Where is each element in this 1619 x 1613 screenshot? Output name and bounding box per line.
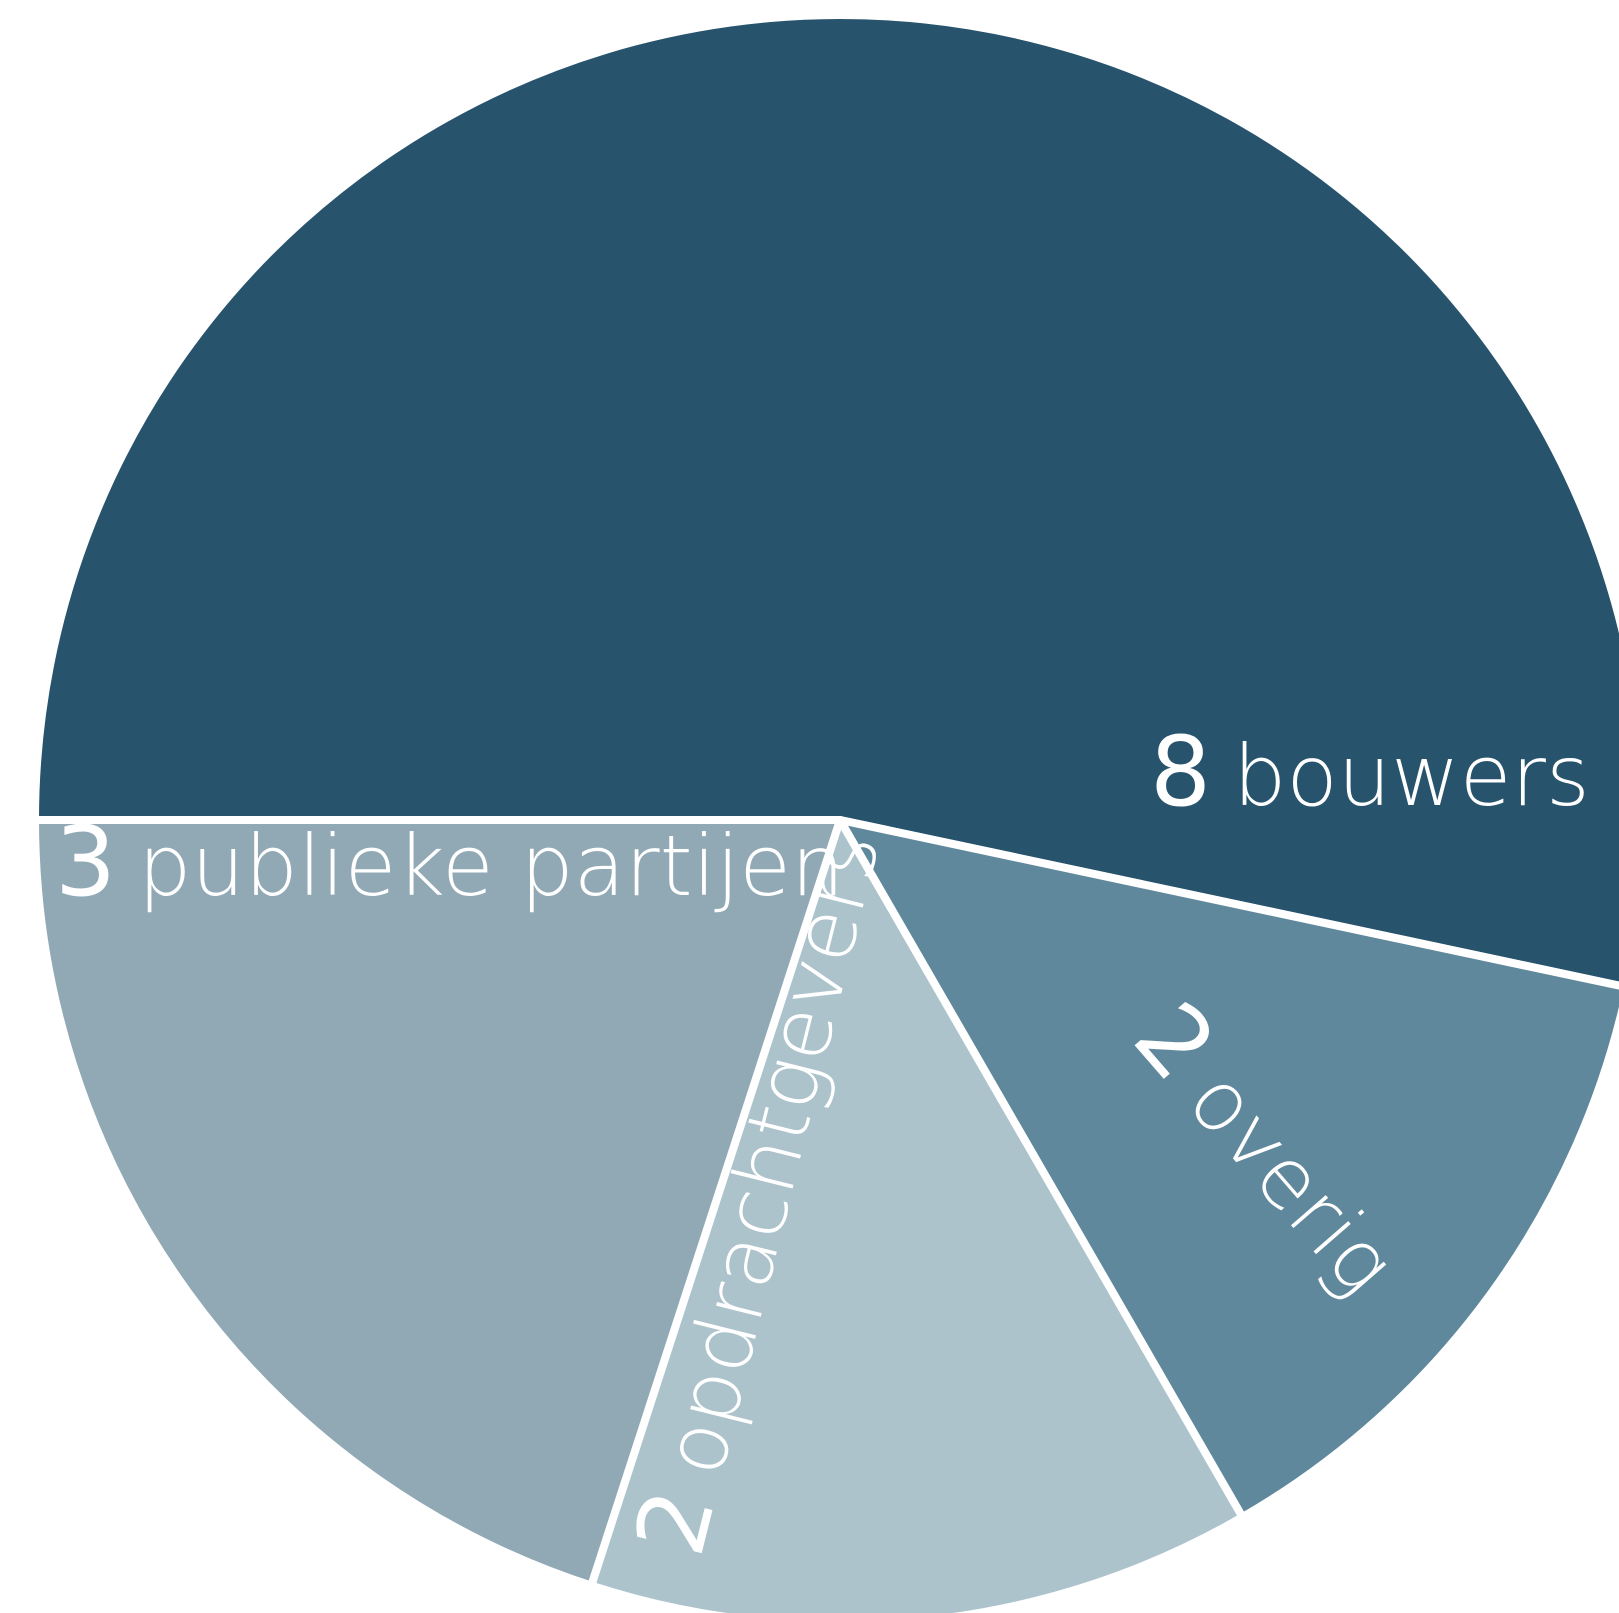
pie-slice-opdrachtgevers (587, 816, 1247, 1613)
pie-label-publieke-partijen: 3 publieke partijen (55, 806, 844, 918)
pie-label-value: 3 (55, 806, 116, 918)
pie-label-value: 8 (1150, 716, 1211, 828)
pie-slices (31, 11, 1619, 1613)
pie-slice-bouwers (31, 11, 1619, 990)
pie-label-text: bouwers (1233, 727, 1590, 825)
pie-label-bouwers: 8 bouwers (1150, 716, 1590, 828)
pie-slice-overig (836, 816, 1619, 1522)
pie-slice-publieke-partijen (31, 816, 844, 1590)
pie-label-text: publieke partijen (138, 817, 844, 915)
